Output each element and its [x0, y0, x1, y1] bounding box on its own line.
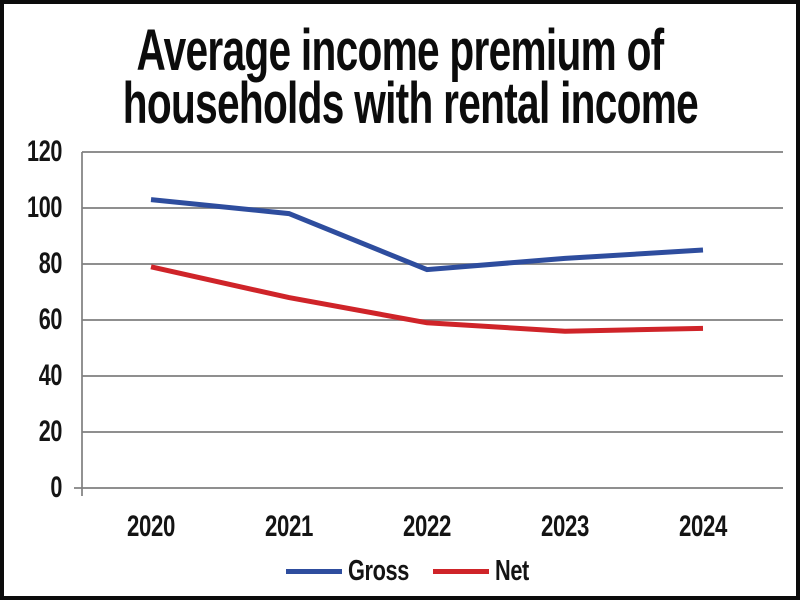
legend-item-gross: Gross: [285, 555, 429, 587]
legend-line-net: [433, 568, 490, 574]
chart-canvas: [74, 151, 783, 496]
legend-label-gross: Gross: [347, 555, 409, 587]
chart-title-line-1: Average income premium of: [136, 18, 664, 83]
legend: Gross Net: [4, 556, 796, 586]
legend-line-gross: [285, 568, 342, 574]
chart-title-line-2: households with rental income: [122, 71, 699, 136]
series-line-net: [150, 264, 704, 334]
series-line-gross: [150, 197, 704, 273]
legend-label-net: Net: [495, 555, 529, 587]
legend-item-net: Net: [433, 556, 540, 586]
chart-title: Average income premium of households wit…: [4, 18, 796, 136]
